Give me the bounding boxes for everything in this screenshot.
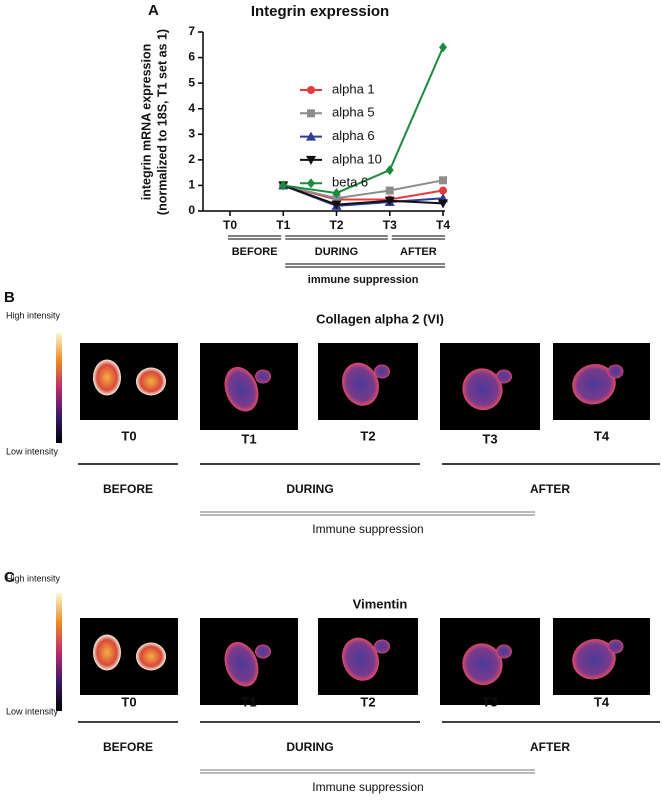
legend-marker	[306, 131, 316, 141]
chart-title: Integrin expression	[251, 3, 389, 20]
tissue	[462, 368, 503, 411]
timepoint-label: T0	[121, 428, 136, 443]
legend-marker	[307, 86, 315, 94]
tissue	[607, 364, 624, 379]
tissue	[341, 637, 379, 681]
timepoint-label: T1	[241, 694, 256, 709]
series-line	[283, 179, 444, 200]
y-tick-label: 5	[188, 75, 195, 89]
colorbar	[56, 333, 62, 443]
y-tick-label: 0	[188, 203, 195, 217]
phase-label: AFTER	[530, 482, 570, 496]
tissue	[496, 369, 512, 384]
high-label: High intensity	[6, 310, 61, 320]
timepoint-label: T0	[121, 694, 136, 709]
marker	[439, 42, 447, 53]
marker	[439, 176, 447, 185]
legend-label: alpha 1	[332, 81, 375, 96]
y-tick-label: 2	[188, 152, 195, 166]
marker	[331, 200, 342, 210]
legend-marker	[307, 178, 315, 189]
x-tick-label: T2	[329, 218, 343, 232]
timepoint-label: T4	[594, 428, 610, 443]
tissue	[496, 644, 512, 659]
tissue	[93, 359, 121, 396]
legend-label: alpha 10	[332, 151, 382, 166]
panel-letter: B	[4, 289, 15, 306]
high-label: High intensity	[6, 573, 61, 583]
x-tick-label: T4	[436, 218, 450, 232]
series-line	[282, 184, 444, 206]
phase-label: DURING	[315, 246, 358, 258]
legend-label: alpha 5	[332, 105, 375, 120]
y-axis-label: (normalized to 18S, T1 set as 1)	[155, 29, 169, 215]
timepoint-label: T3	[482, 431, 497, 446]
y-tick-label: 7	[188, 24, 195, 38]
tissue	[572, 363, 616, 405]
tissue	[607, 639, 624, 654]
tissue	[374, 364, 390, 379]
tissue	[224, 641, 259, 687]
colorbar	[56, 593, 62, 711]
tissue	[255, 644, 271, 659]
phase-label: BEFORE	[232, 246, 278, 258]
suppression-label: immune suppression	[308, 274, 419, 286]
y-tick-label: 3	[188, 126, 195, 140]
y-axis-label: integrin mRNA expression	[139, 44, 153, 201]
tissue	[462, 643, 503, 686]
marker	[332, 194, 341, 203]
tissue	[341, 362, 379, 406]
marker	[439, 186, 447, 195]
phase-label: AFTER	[530, 740, 570, 754]
suppression-label: Immune suppression	[312, 780, 423, 794]
low-label: Low intensity	[6, 706, 59, 716]
x-tick-label: T3	[383, 218, 397, 232]
tissue	[255, 369, 271, 384]
legend-label: alpha 6	[332, 128, 375, 143]
legend-label: beta 6	[332, 175, 368, 190]
timepoint-label: T3	[482, 694, 497, 709]
timepoint-label: T2	[360, 428, 375, 443]
low-label: Low intensity	[6, 446, 59, 456]
x-tick-label: T1	[276, 218, 290, 232]
marker	[279, 180, 288, 191]
phase-label: DURING	[286, 740, 333, 754]
tissue	[136, 367, 166, 396]
phase-label: BEFORE	[103, 482, 153, 496]
tissue	[136, 642, 166, 671]
legend-marker	[307, 109, 315, 118]
timepoint-label: T1	[241, 431, 256, 446]
legend-marker	[306, 155, 316, 165]
y-tick-label: 1	[188, 178, 195, 192]
timepoint-label: T2	[360, 694, 375, 709]
panel-title: Collagen alpha 2 (VI)	[316, 311, 444, 326]
marker	[385, 165, 394, 176]
phase-label: AFTER	[400, 246, 437, 258]
phase-label: BEFORE	[103, 740, 153, 754]
tissue	[93, 634, 121, 671]
marker	[438, 199, 448, 209]
panel-letter: C	[4, 569, 15, 586]
suppression-label: Immune suppression	[312, 522, 423, 536]
tissue	[224, 366, 259, 412]
timepoint-label: T4	[594, 694, 610, 709]
y-tick-label: 6	[188, 50, 195, 64]
marker	[384, 196, 395, 206]
panel-letter: A	[148, 2, 159, 19]
marker	[385, 186, 394, 195]
y-tick-label: 4	[188, 101, 195, 115]
series-line	[283, 46, 444, 195]
panel-title: Vimentin	[353, 596, 408, 611]
tissue	[374, 639, 390, 654]
x-tick-label: T0	[223, 218, 237, 232]
tissue	[572, 638, 616, 680]
phase-label: DURING	[286, 482, 333, 496]
marker	[332, 188, 341, 199]
